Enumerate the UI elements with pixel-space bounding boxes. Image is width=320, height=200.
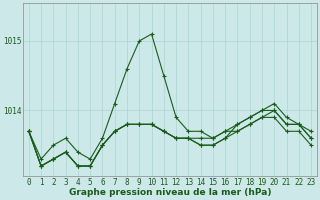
X-axis label: Graphe pression niveau de la mer (hPa): Graphe pression niveau de la mer (hPa) xyxy=(69,188,271,197)
